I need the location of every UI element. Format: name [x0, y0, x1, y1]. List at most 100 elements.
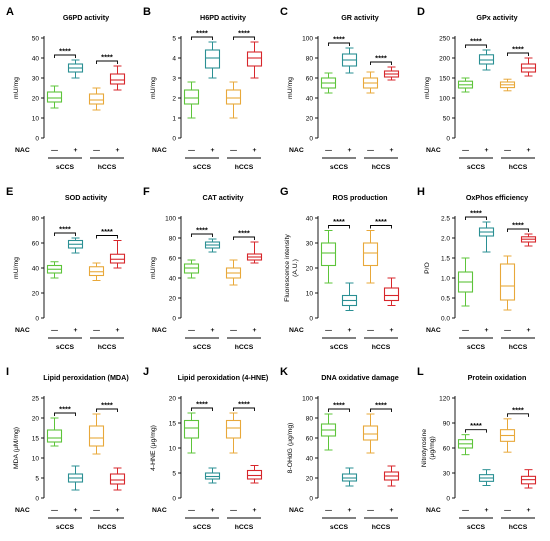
box-2	[67, 237, 84, 254]
y-tick-label: 120	[439, 396, 450, 403]
nac-label: NAC	[152, 147, 167, 154]
iqr-box	[46, 429, 63, 443]
y-tick-label: 1.0	[441, 276, 450, 283]
bracket-line	[370, 408, 392, 412]
y-tick-label: 10	[32, 116, 40, 123]
significance-bracket: ****	[507, 221, 529, 232]
panel-f: F CAT activity 0 20 40 60 80 100 mU/mg **** **** NA…	[143, 186, 263, 351]
y-axis-label: Fluorescence intensity(A.U.)	[284, 234, 299, 302]
box-4	[109, 467, 126, 491]
significance-bracket: ****	[191, 226, 213, 237]
bracket-line	[370, 225, 392, 229]
chart-title: Lipid peroxidation (4-HNE)	[178, 373, 269, 382]
significance-label: ****	[512, 405, 524, 414]
nac-plus: +	[348, 327, 352, 334]
iqr-box	[88, 425, 105, 447]
y-axis-label: mU/mg	[424, 77, 431, 99]
group-label: hCCS	[372, 524, 391, 531]
nac-plus: +	[527, 147, 531, 154]
y-axis-label: mU/mg	[150, 77, 157, 99]
significance-label: ****	[101, 53, 113, 62]
panel-letter: C	[280, 6, 288, 18]
group-label: hCCS	[98, 524, 117, 531]
y-tick-label: 30	[443, 471, 451, 478]
significance-bracket: ****	[507, 405, 529, 417]
significance-bracket: ****	[328, 401, 350, 412]
chart-title: Protein oxidation	[468, 373, 527, 382]
nac-minus: —	[188, 327, 195, 334]
bracket-line	[328, 408, 350, 412]
panel-letter: L	[417, 366, 424, 378]
chart-title: GPx activity	[476, 13, 517, 22]
significance-bracket: ****	[54, 47, 76, 58]
bracket-line	[465, 429, 487, 433]
y-tick-label: 0	[309, 136, 313, 143]
y-tick-label: 20	[32, 416, 40, 423]
box-3	[499, 418, 516, 453]
y-tick-label: 20	[306, 476, 314, 483]
box-4	[109, 240, 126, 269]
y-axis-label: mU/mg	[150, 257, 157, 279]
y-tick-label: 40	[306, 216, 314, 223]
box-3	[225, 412, 242, 454]
nac-label: NAC	[426, 327, 441, 334]
significance-label: ****	[512, 221, 524, 230]
panel-e: E SOD activity 0 20 40 60 80 mU/mg **** **** NAC — +…	[6, 186, 126, 351]
nac-minus: —	[325, 147, 332, 154]
y-tick-label: 60	[306, 76, 314, 83]
group-label: hCCS	[235, 524, 254, 531]
panel-d: D GPx activity 0 50 100 150 200 250 mU/mg **** ***…	[417, 6, 537, 171]
panel-letter: I	[6, 366, 9, 378]
box-1	[320, 413, 337, 451]
y-tick-label: 0	[35, 136, 39, 143]
nac-minus: —	[462, 147, 469, 154]
significance-bracket: ****	[507, 45, 529, 56]
nac-minus: —	[230, 147, 237, 154]
y-tick-label: 2.5	[441, 216, 450, 223]
bracket-line	[54, 412, 76, 416]
box-2	[478, 49, 495, 71]
significance-bracket: ****	[233, 400, 255, 411]
chart-title: CAT activity	[202, 193, 243, 202]
box-1	[46, 417, 63, 447]
y-tick-label: 0	[309, 316, 313, 323]
nac-plus: +	[390, 507, 394, 514]
significance-label: ****	[196, 29, 208, 38]
box-4	[246, 41, 263, 79]
nac-minus: —	[504, 327, 511, 334]
nac-plus: +	[527, 327, 531, 334]
box-3	[225, 259, 242, 286]
box-2	[478, 469, 495, 486]
nac-plus: +	[116, 327, 120, 334]
significance-label: ****	[238, 400, 250, 409]
significance-bracket: ****	[191, 29, 213, 40]
nac-minus: —	[462, 507, 469, 514]
significance-bracket: ****	[233, 29, 255, 40]
bracket-line	[191, 36, 213, 40]
y-axis-label: mU/mg	[13, 257, 20, 279]
nac-minus: —	[230, 327, 237, 334]
y-tick-label: 3	[172, 76, 176, 83]
significance-label: ****	[196, 226, 208, 235]
chart-title: DNA oxidative damage	[321, 373, 399, 382]
box-3	[362, 413, 379, 454]
y-tick-label: 15	[32, 436, 40, 443]
y-tick-label: 0	[446, 496, 450, 503]
panel-j: J Lipid peroxidation (4-HNE) 0 5 10 15 20 4-HNE…	[143, 366, 269, 531]
significance-label: ****	[470, 209, 482, 218]
group-label: sCCS	[467, 524, 486, 531]
significance-label: ****	[470, 37, 482, 46]
group-label: sCCS	[467, 344, 486, 351]
box-4	[520, 57, 537, 77]
y-axis-label: MDA (μM/mg)	[13, 427, 20, 469]
y-tick-label: 2	[172, 96, 176, 103]
chart-title: G6PD activity	[63, 13, 109, 22]
y-axis-label: mU/mg	[13, 77, 20, 99]
iqr-box	[362, 425, 379, 441]
y-tick-label: 80	[306, 56, 314, 63]
iqr-box	[204, 49, 221, 69]
nac-label: NAC	[152, 507, 167, 514]
box-3	[225, 81, 242, 119]
significance-label: ****	[512, 45, 524, 54]
